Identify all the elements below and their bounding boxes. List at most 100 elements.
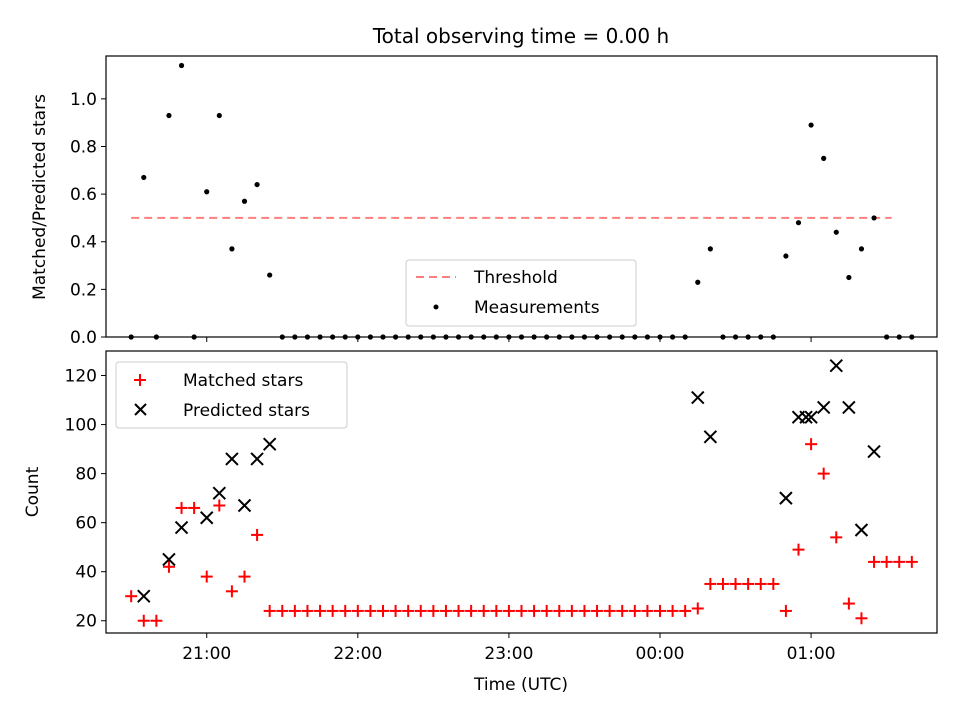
matched-star-marker xyxy=(263,604,276,617)
measurement-point xyxy=(783,253,789,259)
top-y-tick-label: 0.8 xyxy=(70,137,97,157)
matched-star-marker xyxy=(251,528,264,541)
matched-star-marker xyxy=(616,604,629,617)
matched-star-marker xyxy=(767,577,780,590)
top-y-axis-label: Matched/Predicted stars xyxy=(30,94,50,300)
predicted-star-marker xyxy=(842,400,856,415)
matched-star-marker xyxy=(540,604,553,617)
matched-star-marker xyxy=(402,604,415,617)
legend-matched-label: Matched stars xyxy=(183,371,303,391)
matched-star-marker xyxy=(729,577,742,590)
measurement-point xyxy=(695,279,701,285)
matched-star-marker xyxy=(150,614,163,627)
measurement-point xyxy=(178,62,185,69)
measurement-point xyxy=(858,246,865,252)
bottom-x-axis: 21:00 22:00 23:00 00:00 01:00 xyxy=(182,633,836,664)
matched-star-marker xyxy=(301,604,314,617)
x-tick-label: 00:00 xyxy=(636,644,685,664)
predicted-star-marker xyxy=(691,390,705,405)
matched-star-marker xyxy=(842,597,855,610)
matched-star-marker xyxy=(465,604,478,617)
matched-star-marker xyxy=(162,560,175,573)
top-y-tick-label: 1.0 xyxy=(70,90,97,110)
legend-measurements-label: Measurements xyxy=(474,298,600,318)
bottom-axes-frame xyxy=(105,350,938,634)
bottom-y-tick-label: 80 xyxy=(75,465,97,485)
matched-star-marker xyxy=(364,604,377,617)
matched-star-marker xyxy=(477,604,490,617)
matched-star-marker xyxy=(742,577,755,590)
measurement-point xyxy=(241,198,248,204)
matched-star-marker xyxy=(855,612,868,625)
matched-star-marker xyxy=(704,577,717,590)
x-tick-label: 01:00 xyxy=(787,644,836,664)
bottom-legend: Matched stars Predicted stars xyxy=(115,361,348,429)
predicted-star-marker xyxy=(225,452,239,466)
ratio-panel: Total observing time = 0.00 h Matched/Pr… xyxy=(30,24,938,348)
matched-star-marker xyxy=(502,604,515,617)
legend-threshold-label: Threshold xyxy=(473,268,558,288)
matched-star-marker xyxy=(125,590,138,603)
bottom-y-tick-label: 120 xyxy=(65,367,97,387)
bottom-y-axis-label: Count xyxy=(23,466,43,517)
matched-star-marker xyxy=(314,604,327,617)
matched-star-marker xyxy=(377,604,389,617)
measurement-point xyxy=(254,181,260,188)
predicted-star-marker xyxy=(137,589,151,603)
measurement-point xyxy=(795,220,802,226)
predicted-star-marker xyxy=(799,410,813,424)
matched-star-marker xyxy=(628,604,641,617)
top-y-tick-label: 0.4 xyxy=(70,233,97,253)
matched-star-marker xyxy=(490,604,503,617)
matched-star-marker xyxy=(666,604,679,617)
bottom-y-tick-label: 100 xyxy=(65,416,97,436)
measurement-point xyxy=(204,189,210,195)
top-y-axis: 0.0 0.2 0.4 0.6 0.8 1.0 xyxy=(70,90,106,348)
matched-star-marker xyxy=(528,604,541,617)
top-y-tick-label: 0.2 xyxy=(70,280,97,300)
predicted-star-marker xyxy=(804,410,818,424)
matched-star-marker xyxy=(716,577,729,590)
measurement-point xyxy=(821,155,827,161)
matched-star-marker xyxy=(326,604,339,617)
x-tick-label: 21:00 xyxy=(182,644,231,664)
measurement-point xyxy=(871,215,877,221)
measurement-point xyxy=(267,272,273,278)
matched-star-marker xyxy=(893,555,906,568)
matched-star-marker xyxy=(830,531,843,544)
legend-measurements-swatch xyxy=(433,304,439,310)
matched-star-marker xyxy=(200,570,213,583)
top-legend: Threshold Measurements xyxy=(405,259,637,327)
matched-star-marker xyxy=(213,499,226,512)
matched-star-marker xyxy=(339,604,352,617)
top-legend-box xyxy=(405,259,637,327)
matched-star-marker xyxy=(578,604,591,617)
bottom-y-axis: 20 40 60 80 100 120 xyxy=(65,367,106,632)
matched-star-marker xyxy=(679,604,692,617)
measurement-point xyxy=(833,229,839,235)
predicted-star-marker xyxy=(816,400,831,415)
measurement-point xyxy=(229,246,235,252)
matched-star-marker xyxy=(641,604,654,617)
matched-star-marker xyxy=(188,501,201,514)
matched-star-marker xyxy=(591,604,604,617)
predicted-star-marker xyxy=(174,520,189,535)
top-y-tick-label: 0.0 xyxy=(70,328,97,348)
x-tick-label: 23:00 xyxy=(484,644,533,664)
x-axis-label: Time (UTC) xyxy=(473,675,568,695)
bottom-y-tick-label: 20 xyxy=(75,612,97,632)
x-tick-label: 22:00 xyxy=(333,644,382,664)
predicted-star-marker xyxy=(200,511,214,525)
predicted-star-marker xyxy=(779,491,793,505)
matched-star-marker xyxy=(553,604,566,617)
matched-star-marker xyxy=(691,602,704,615)
matched-star-marker xyxy=(288,604,301,617)
bottom-y-tick-label: 60 xyxy=(75,514,97,534)
predicted-star-marker xyxy=(162,552,176,567)
matched-star-marker xyxy=(805,438,818,451)
chart-title: Total observing time = 0.00 h xyxy=(372,24,669,48)
matched-star-marker xyxy=(792,543,805,556)
legend-predicted-label: Predicted stars xyxy=(183,401,310,421)
matched-stars-layer xyxy=(125,438,918,627)
predicted-star-marker xyxy=(829,359,843,373)
